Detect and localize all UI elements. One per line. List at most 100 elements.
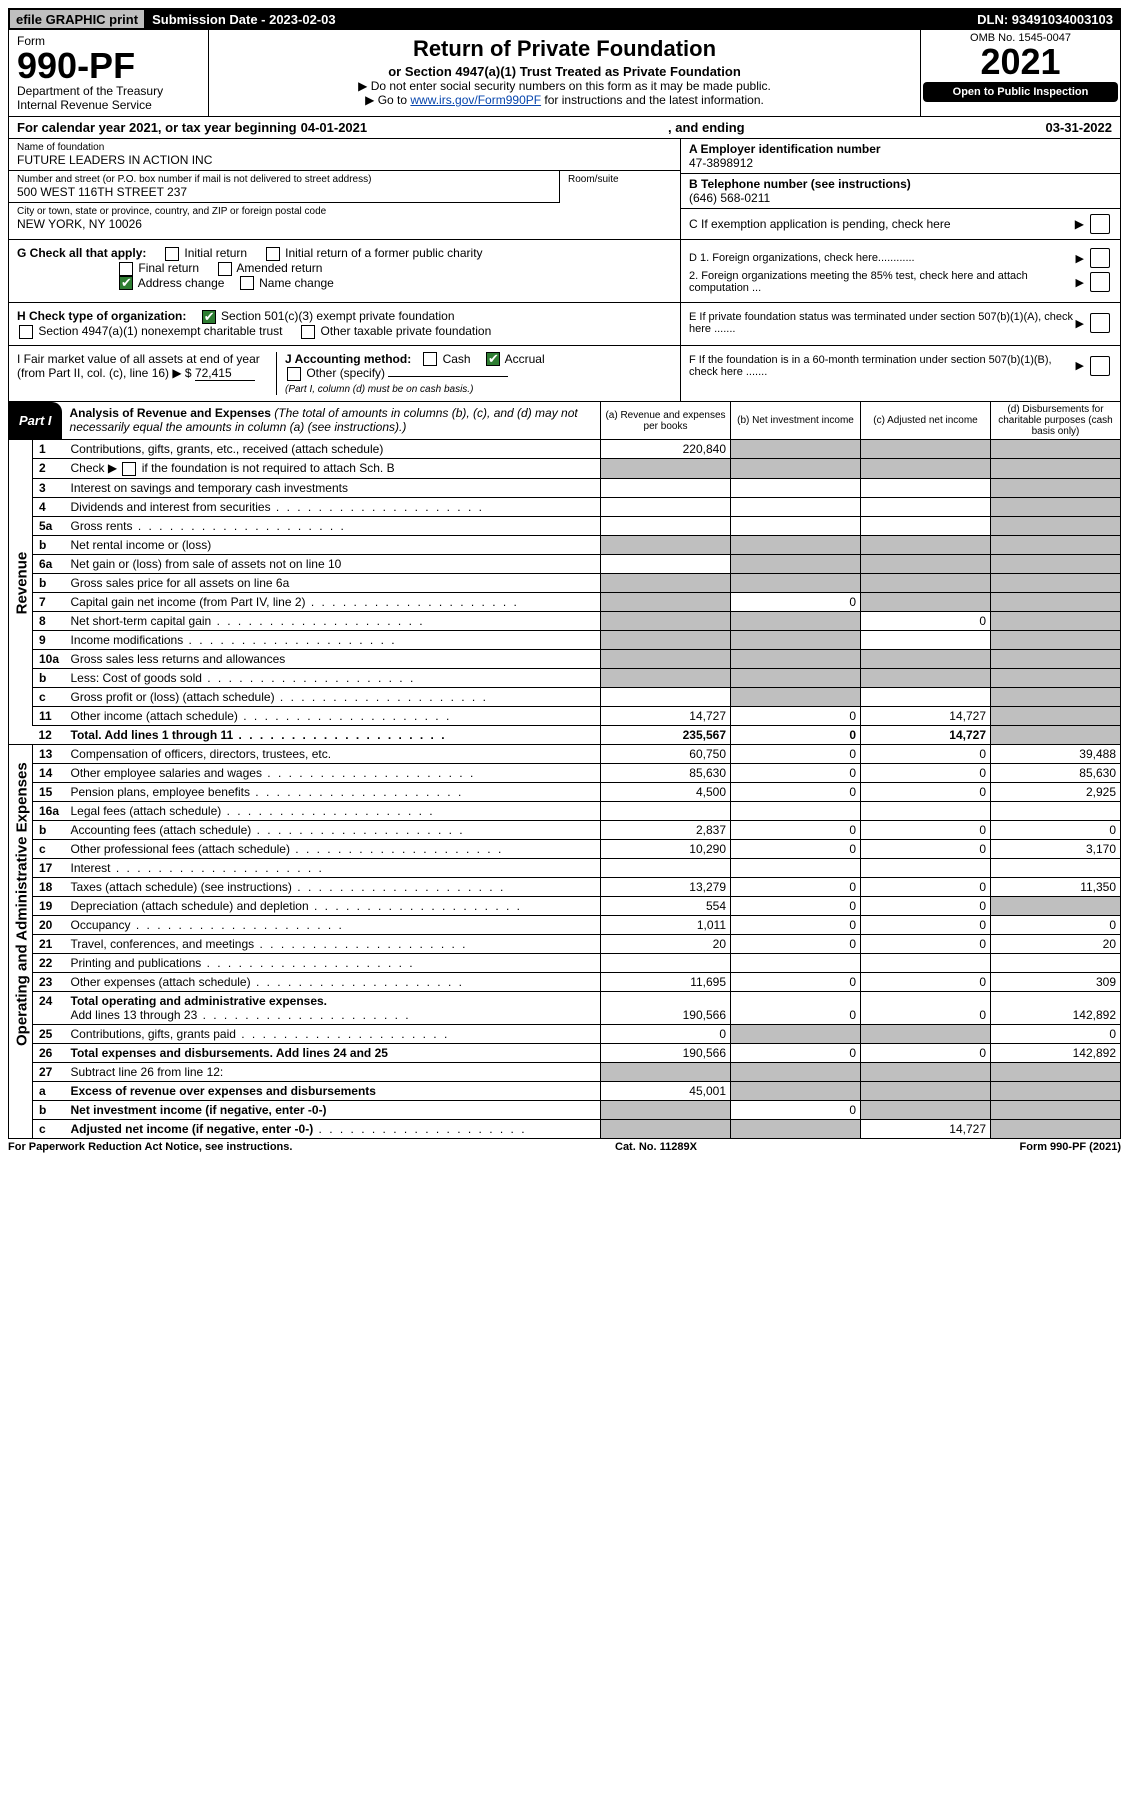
year-end: 03-31-2022 [1046, 120, 1113, 135]
j-label: J Accounting method: [285, 352, 411, 366]
table-row: Revenue 1 Contributions, gifts, grants, … [9, 440, 1121, 459]
table-row: 17Interest [9, 859, 1121, 878]
cb-accrual[interactable] [486, 352, 500, 366]
hdr-left: Form 990-PF Department of the Treasury I… [9, 30, 209, 116]
j-note: (Part I, column (d) must be on cash basi… [285, 384, 473, 395]
table-row: 8Net short-term capital gain0 [9, 612, 1121, 631]
footer-left: For Paperwork Reduction Act Notice, see … [8, 1141, 292, 1153]
table-row: 21Travel, conferences, and meetings20002… [9, 935, 1121, 954]
col-c-hdr: (c) Adjusted net income [860, 402, 990, 439]
cb-4947[interactable] [19, 325, 33, 339]
table-row: 12Total. Add lines 1 through 11235,56701… [9, 726, 1121, 745]
form-number: 990-PF [17, 48, 200, 84]
table-row: 6aNet gain or (loss) from sale of assets… [9, 555, 1121, 574]
city-label: City or town, state or province, country… [17, 206, 672, 217]
efile-label: efile GRAPHIC print [10, 10, 144, 28]
f-checkbox[interactable] [1090, 356, 1110, 376]
table-row: bNet investment income (if negative, ent… [9, 1101, 1121, 1120]
table-row: 27Subtract line 26 from line 12: [9, 1063, 1121, 1082]
hdr-right: OMB No. 1545-0047 2021 Open to Public In… [920, 30, 1120, 116]
table-row: 3Interest on savings and temporary cash … [9, 479, 1121, 498]
footer-mid: Cat. No. 11289X [615, 1141, 697, 1153]
cb-address-change[interactable] [119, 276, 133, 290]
irs-link[interactable]: www.irs.gov/Form990PF [410, 93, 541, 107]
part1-table: Revenue 1 Contributions, gifts, grants, … [8, 440, 1121, 1139]
table-row: 18Taxes (attach schedule) (see instructi… [9, 878, 1121, 897]
dln: DLN: 93491034003103 [971, 10, 1119, 28]
form-subtitle: or Section 4947(a)(1) Trust Treated as P… [217, 64, 912, 79]
efile-topbar: efile GRAPHIC print Submission Date - 20… [8, 8, 1121, 30]
dept: Department of the Treasury [17, 84, 200, 98]
g-label: G Check all that apply: [17, 246, 146, 260]
name-label: Name of foundation [17, 142, 672, 153]
cb-501c3[interactable] [202, 310, 216, 324]
section-g-d: G Check all that apply: Initial return I… [8, 240, 1121, 303]
table-row: Operating and Administrative Expenses 13… [9, 745, 1121, 764]
year-begin: 04-01-2021 [301, 120, 368, 135]
part1-tag: Part I [9, 402, 62, 439]
table-row: 10aGross sales less returns and allowanc… [9, 650, 1121, 669]
c-label: C If exemption application is pending, c… [689, 217, 951, 231]
part1-title: Analysis of Revenue and Expenses [70, 406, 271, 420]
cb-name-change[interactable] [240, 276, 254, 290]
street-address: 500 WEST 116TH STREET 237 [17, 185, 551, 199]
section-h-e: H Check type of organization: Section 50… [8, 303, 1121, 346]
table-row: 25Contributions, gifts, grants paid00 [9, 1025, 1121, 1044]
note-goto: ▶ Go to www.irs.gov/Form990PF for instru… [217, 93, 912, 107]
f-label: F If the foundation is in a 60-month ter… [689, 354, 1076, 378]
table-row: 14Other employee salaries and wages85,63… [9, 764, 1121, 783]
irs: Internal Revenue Service [17, 98, 200, 112]
col-a-hdr: (a) Revenue and expenses per books [600, 402, 730, 439]
note-ssn: ▶ Do not enter social security numbers o… [217, 79, 912, 93]
d1-checkbox[interactable] [1090, 248, 1110, 268]
table-row: 11Other income (attach schedule)14,72701… [9, 707, 1121, 726]
footer-right: Form 990-PF (2021) [1020, 1141, 1121, 1153]
cb-other-method[interactable] [287, 367, 301, 381]
table-row: cGross profit or (loss) (attach schedule… [9, 688, 1121, 707]
submission-date: Submission Date - 2023-02-03 [146, 10, 342, 28]
addr-label: Number and street (or P.O. box number if… [17, 174, 551, 185]
e-checkbox[interactable] [1090, 313, 1110, 333]
h-label: H Check type of organization: [17, 309, 186, 323]
table-row: bAccounting fees (attach schedule)2,8370… [9, 821, 1121, 840]
i-value: 72,415 [195, 366, 255, 381]
ein: 47-3898912 [689, 156, 1112, 170]
d2-checkbox[interactable] [1090, 272, 1110, 292]
revenue-side-label: Revenue [9, 440, 33, 725]
foundation-name: FUTURE LEADERS IN ACTION INC [17, 153, 672, 167]
hdr-mid: Return of Private Foundation or Section … [209, 30, 920, 116]
page-footer: For Paperwork Reduction Act Notice, see … [8, 1141, 1121, 1153]
table-row: bNet rental income or (loss) [9, 536, 1121, 555]
table-row: 22Printing and publications [9, 954, 1121, 973]
table-row: 2 Check ▶ if the foundation is not requi… [9, 459, 1121, 479]
table-row: 24Total operating and administrative exp… [9, 992, 1121, 1025]
table-row: 19Depreciation (attach schedule) and dep… [9, 897, 1121, 916]
table-row: 9Income modifications [9, 631, 1121, 650]
table-row: 5aGross rents [9, 517, 1121, 536]
part1-header: Part I Analysis of Revenue and Expenses … [8, 402, 1121, 440]
identification-block: Name of foundation FUTURE LEADERS IN ACT… [8, 139, 1121, 240]
open-inspection: Open to Public Inspection [923, 82, 1118, 102]
cb-final[interactable] [119, 262, 133, 276]
phone: (646) 568-0211 [689, 191, 1112, 205]
cb-amended[interactable] [218, 262, 232, 276]
table-row: cAdjusted net income (if negative, enter… [9, 1120, 1121, 1139]
cb-initial-former[interactable] [266, 247, 280, 261]
cb-other-taxable[interactable] [301, 325, 315, 339]
cb-sch-b[interactable] [122, 462, 136, 476]
section-ij-f: I Fair market value of all assets at end… [8, 346, 1121, 403]
phone-label: B Telephone number (see instructions) [689, 177, 911, 191]
table-row: 23Other expenses (attach schedule)11,695… [9, 973, 1121, 992]
table-row: 16aLegal fees (attach schedule) [9, 802, 1121, 821]
cb-cash[interactable] [423, 352, 437, 366]
d1-label: D 1. Foreign organizations, check here..… [689, 252, 915, 264]
form-header: Form 990-PF Department of the Treasury I… [8, 30, 1121, 117]
tax-year: 2021 [923, 44, 1118, 80]
c-checkbox[interactable] [1090, 214, 1110, 234]
cb-initial[interactable] [165, 247, 179, 261]
table-row: 20Occupancy1,011000 [9, 916, 1121, 935]
table-row: 4Dividends and interest from securities [9, 498, 1121, 517]
ein-label: A Employer identification number [689, 142, 881, 156]
col-d-hdr: (d) Disbursements for charitable purpose… [990, 402, 1120, 439]
e-label: E If private foundation status was termi… [689, 311, 1076, 335]
